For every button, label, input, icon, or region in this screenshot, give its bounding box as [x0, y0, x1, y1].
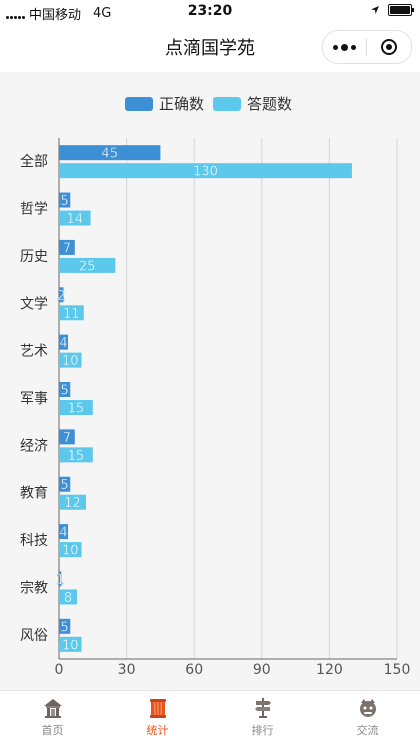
legend-swatch	[213, 97, 241, 111]
bar	[59, 524, 69, 540]
data-label: 45	[101, 147, 118, 162]
bar	[59, 447, 93, 463]
location-arrow-icon	[371, 6, 379, 14]
status-time: 23:20	[187, 3, 233, 19]
x-tick-label: 120	[316, 662, 343, 678]
data-label: 10	[62, 354, 79, 369]
page-title: 点滴国学苑	[165, 38, 255, 59]
x-tick-label: 60	[185, 662, 203, 678]
network-label: 4G	[93, 6, 112, 21]
tab-label: 交流	[356, 724, 379, 737]
bar	[59, 287, 64, 303]
ranking-icon	[254, 698, 271, 718]
data-label: 130	[193, 165, 218, 180]
data-label: 7	[63, 431, 71, 446]
category-label: 教育	[20, 486, 48, 502]
x-tick-label: 30	[118, 662, 136, 678]
capsule-divider	[366, 38, 367, 56]
status-right	[370, 4, 414, 16]
close-icon[interactable]	[367, 31, 410, 63]
bar	[59, 192, 71, 208]
tab-home[interactable]: 首页	[0, 691, 105, 748]
data-label: 5	[60, 384, 68, 399]
bar	[59, 257, 116, 273]
nav-bar: 点滴国学苑	[0, 22, 420, 70]
data-label: 15	[68, 402, 85, 417]
legend-label: 正确数	[159, 95, 204, 113]
carrier-label: 中国移动	[29, 8, 82, 23]
bar	[59, 334, 69, 350]
tab-label: 排行	[251, 724, 274, 737]
legend-label: 答题数	[247, 95, 292, 113]
data-label: 4	[59, 336, 67, 351]
category-label: 宗教	[20, 580, 48, 596]
status-bar: 中国移动 4G 23:20	[0, 0, 420, 23]
bar	[59, 476, 71, 492]
data-label: 25	[79, 259, 96, 274]
mini-program-capsule	[322, 30, 412, 64]
data-label: 10	[62, 544, 79, 559]
data-label: 14	[66, 212, 83, 227]
category-label: 文学	[20, 296, 48, 312]
legend-swatch	[125, 97, 153, 111]
signal-icon	[6, 9, 25, 19]
bar	[59, 305, 84, 321]
bar	[59, 163, 352, 179]
category-label: 哲学	[20, 202, 48, 218]
data-label: 8	[64, 591, 72, 606]
stats-icon	[149, 699, 166, 718]
bar	[59, 400, 93, 415]
tab-bar: 首页 统计 排行 交流	[0, 690, 420, 748]
category-label: 艺术	[20, 344, 48, 360]
category-label: 历史	[20, 249, 48, 265]
data-label: 5	[60, 194, 68, 209]
bar	[59, 618, 71, 634]
bar	[59, 636, 82, 652]
x-tick-label: 0	[55, 662, 64, 678]
bar	[59, 429, 75, 445]
stats-content: 正确数 答题数 0 30 60 90 120 150 全部 45 130 哲学 5 14 历史 7 25 文学 2 1…	[0, 72, 420, 690]
bar	[59, 145, 161, 161]
tab-stats[interactable]: 统计	[105, 691, 210, 748]
data-label: 15	[68, 449, 85, 464]
category-label: 经济	[20, 438, 48, 454]
tab-label: 统计	[146, 724, 169, 737]
data-label: 11	[63, 307, 80, 322]
data-label: 5	[60, 478, 68, 493]
status-left: 中国移动 4G	[6, 4, 111, 23]
tab-ranking[interactable]: 排行	[210, 691, 315, 748]
data-label: 7	[63, 241, 71, 256]
category-label: 全部	[20, 153, 48, 170]
bar	[59, 589, 78, 605]
data-label: 10	[62, 638, 79, 653]
bar	[59, 210, 91, 226]
home-icon	[43, 699, 62, 718]
bar	[59, 382, 71, 397]
tab-chat[interactable]: 交流	[315, 691, 420, 748]
category-label: 风俗	[20, 628, 48, 644]
x-tick-label: 150	[384, 662, 411, 678]
battery-icon	[388, 4, 414, 16]
data-label: 2	[57, 289, 65, 304]
chat-icon	[359, 699, 376, 717]
bar	[59, 352, 82, 368]
bar	[59, 239, 75, 255]
bar	[59, 571, 62, 587]
tab-label: 首页	[41, 724, 64, 737]
data-label: 5	[60, 620, 68, 635]
x-tick-label: 90	[253, 662, 271, 678]
data-label: 4	[59, 526, 67, 541]
category-label: 军事	[20, 391, 48, 407]
data-label: 1	[56, 573, 64, 588]
category-label: 科技	[20, 533, 48, 549]
more-icon[interactable]	[323, 31, 366, 63]
data-label: 12	[64, 496, 81, 511]
bar	[59, 494, 87, 510]
bar	[59, 542, 82, 558]
